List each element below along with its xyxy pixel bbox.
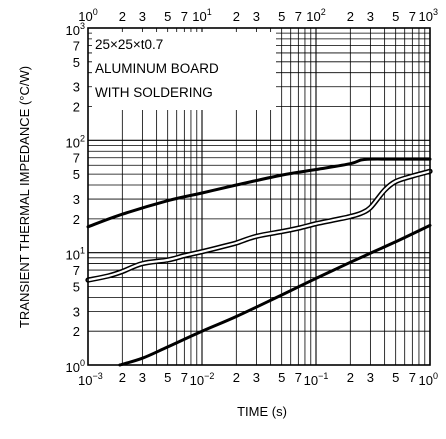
top-x-tick-label: 3	[139, 9, 146, 24]
x-tick-label: 5	[278, 370, 285, 385]
y-axis-title: TRANSIENT THERMAL IMPEDANCE (°C/W)	[17, 66, 32, 328]
top-x-tick-label: 2	[119, 9, 126, 24]
y-tick-label: 5	[73, 279, 80, 294]
series-group	[85, 157, 433, 367]
x-tick-label: 7	[181, 370, 188, 385]
y-tick-label: 2	[73, 324, 80, 339]
top-x-tick-label: 5	[278, 9, 285, 24]
x-tick-label: 2	[347, 370, 354, 385]
y-tick-label: 2	[73, 212, 80, 227]
plot-border	[87, 27, 431, 366]
top-x-tick-label: 5	[164, 9, 171, 24]
y-tick-label: 7	[73, 151, 80, 166]
x-tick-label: 5	[392, 370, 399, 385]
top-x-tick-label: 7	[409, 9, 416, 24]
x-tick-label: 3	[253, 370, 260, 385]
x-tick-label: 2	[119, 370, 126, 385]
y-tick-label: 5	[73, 55, 80, 70]
y-tick-label: 7	[73, 263, 80, 278]
series-line-inner	[86, 170, 432, 282]
annotation-background	[92, 32, 276, 110]
top-x-tick-label: 103	[419, 7, 438, 24]
x-tick-label: 100	[419, 371, 438, 388]
x-tick-label: 3	[367, 370, 374, 385]
top-x-tick-label: 5	[392, 9, 399, 24]
x-tick-label: 7	[409, 370, 416, 385]
plot-frame	[87, 27, 431, 366]
y-tick-label: 5	[73, 167, 80, 182]
series-line	[86, 157, 432, 229]
x-tick-label: 7	[295, 370, 302, 385]
y-tick-label: 3	[73, 80, 80, 95]
x-tick-label: 5	[164, 370, 171, 385]
y-tick-label: 103	[66, 21, 85, 38]
y-tick-label: 3	[73, 304, 80, 319]
y-tick-label: 7	[73, 38, 80, 53]
series-line	[118, 223, 432, 367]
top-x-tick-label: 101	[192, 7, 211, 24]
annotation-text: 25×25×t0.7	[95, 37, 163, 52]
annotation-text: WITH SOLDERING	[95, 85, 213, 100]
x-tick-label: 10−2	[190, 371, 215, 388]
y-tick-label: 2	[73, 100, 80, 115]
top-x-tick-label: 2	[233, 9, 240, 24]
annotation-box: 25×25×t0.7 ALUMINUM BOARD WITH SOLDERING	[92, 32, 276, 110]
x-axis-title: TIME (s)	[237, 404, 287, 419]
x-tick-label: 2	[233, 370, 240, 385]
top-x-tick-label: 3	[367, 9, 374, 24]
top-x-tick-label: 102	[306, 7, 325, 24]
top-x-tick-label: 3	[253, 9, 260, 24]
annotation-text: ALUMINUM BOARD	[95, 61, 219, 76]
y-tick-label: 101	[66, 246, 85, 263]
top-x-tick-label: 2	[347, 9, 354, 24]
top-x-tick-label: 7	[181, 9, 188, 24]
y-tick-label: 3	[73, 192, 80, 207]
x-tick-label: 10−3	[78, 371, 103, 388]
top-x-tick-label: 7	[295, 9, 302, 24]
x-tick-label: 10−1	[304, 371, 329, 388]
y-tick-label: 102	[66, 133, 85, 150]
x-tick-label: 3	[139, 370, 146, 385]
